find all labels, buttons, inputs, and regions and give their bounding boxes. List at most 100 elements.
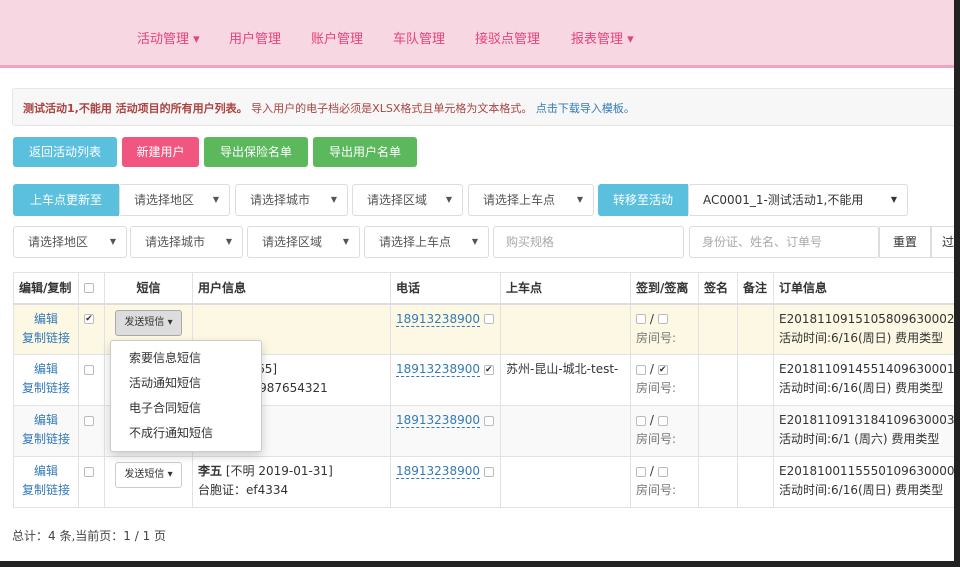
caret-down-icon: ▼ [225,237,232,246]
phone-cell: 18913238900 [390,303,501,355]
edit-link[interactable]: 编辑 [33,362,58,376]
signin-checkbox[interactable] [636,314,646,324]
signout-checkbox[interactable]: ✔ [657,364,668,375]
col-select-all [78,272,105,305]
phone-checkbox[interactable]: ✔ [483,364,494,375]
phone-link[interactable]: 18913238900 [396,311,480,327]
order-time: 活动时间:6/16(周日) 费用类型 [779,381,944,395]
row-checkbox[interactable]: ✔ [84,314,94,324]
filter-region-select[interactable]: 请选择地区 ▼ [13,226,127,258]
district-select[interactable]: 请选择区域 ▼ [352,184,463,216]
signature-cell [698,354,738,406]
col-remark: 备注 [737,272,774,305]
order-cell: E20181109131841096300031 活动时间:6/1 (周六) 费用… [773,405,954,457]
reset-button[interactable]: 重置 [879,226,931,258]
select-value: 请选择区域 [367,193,428,207]
region-select[interactable]: 请选择地区 ▼ [119,184,230,216]
download-template-link[interactable]: 点击下载导入模板。 [535,102,635,115]
nav-users[interactable]: 用户管理 [229,32,282,47]
order-number: E20181109131841096300031 [779,413,954,427]
copy-link[interactable]: 复制链接 [21,330,70,345]
stop-cell [500,456,631,508]
edit-link[interactable]: 编辑 [33,413,58,427]
edit-link[interactable]: 编辑 [33,311,58,326]
phone-checkbox[interactable] [483,466,494,477]
sign-cell: / ✔ 房间号: [630,354,699,406]
new-user-button[interactable]: 新建用户 [122,137,199,167]
top-nav: 活动管理 ▾ 用户管理 账户管理 车队管理 接驳点管理 报表管理 ▾ [0,0,954,68]
menu-item-info-sms[interactable]: 索要信息短信 [129,351,202,365]
copy-link[interactable]: 复制链接 [21,381,70,395]
city-select[interactable]: 请选择城市 ▼ [235,184,348,216]
nav-activity[interactable]: 活动管理 ▾ [137,32,200,47]
select-value: 请选择城市 [250,193,311,207]
menu-item-cancel-sms[interactable]: 不成行通知短信 [129,426,214,440]
order-number: E20181001155501096300003 [779,464,954,478]
filter-button[interactable]: 过 [931,226,954,258]
row-checkbox[interactable] [84,466,94,477]
col-phone: 电话 [390,272,501,305]
select-value: AC0001_1-测试活动1,不能用 [703,193,864,207]
select-value: 请选择城市 [145,235,206,249]
signature-cell [698,456,738,508]
sign-cell: / 房间号: [630,303,699,355]
filter-district-select[interactable]: 请选择区域 ▼ [247,226,360,258]
phone-checkbox[interactable] [483,314,494,324]
menu-item-notice-sms[interactable]: 活动通知短信 [129,376,202,390]
menu-item-contract-sms[interactable]: 电子合同短信 [129,401,202,415]
stop-cell [500,303,631,355]
send-sms-label: 发送短信 [124,316,165,328]
caret-down-icon: ▼ [576,195,583,204]
spec-input[interactable]: 购买规格 [493,226,684,258]
nav-label: 活动管理 [137,32,190,47]
phone-link[interactable]: 18913238900 [396,464,480,479]
row-checkbox[interactable] [84,415,94,426]
nav-accounts[interactable]: 账户管理 [311,32,364,47]
row-checkbox[interactable] [84,364,94,375]
signin-checkbox[interactable] [636,466,646,477]
send-sms-button[interactable]: 发送短信 ▾ [115,462,182,488]
signin-checkbox[interactable] [636,364,646,375]
edit-cell: 编辑 复制链接 [13,303,79,355]
signout-checkbox[interactable] [657,314,668,324]
signout-checkbox[interactable] [657,415,668,426]
select-all-checkbox[interactable] [84,283,94,294]
phone-link[interactable]: 18913238900 [396,362,480,377]
transfer-activity-button[interactable]: 转移至活动 [598,184,688,216]
export-insurance-button[interactable]: 导出保险名单 [204,137,308,167]
filter-stop-select[interactable]: 请选择上车点 ▼ [364,226,489,258]
caret-down-icon: ▼ [471,237,478,246]
edit-cell: 编辑 复制链接 [13,456,79,508]
edit-link[interactable]: 编辑 [33,464,58,478]
stop-cell [500,405,631,457]
update-stop-button[interactable]: 上车点更新至 [13,184,119,216]
signin-checkbox[interactable] [636,415,646,426]
nav-stops[interactable]: 接驳点管理 [475,32,541,47]
copy-link[interactable]: 复制链接 [21,483,70,497]
signout-checkbox[interactable] [657,466,668,477]
phone-checkbox[interactable] [483,415,494,426]
export-users-button[interactable]: 导出用户名单 [313,137,417,167]
search-input[interactable]: 身份证、姓名、订单号 [689,226,879,258]
phone-link[interactable]: 18913238900 [396,413,480,428]
send-sms-button[interactable]: 发送短信 ▾ [115,309,182,336]
user-info-line1: [不明 2019-01-31] [222,464,333,478]
order-number: E20181109151058096300025 [779,311,954,326]
order-time: 活动时间:6/1 (周六) 费用类型 [779,432,940,446]
nav-fleet[interactable]: 车队管理 [393,32,446,47]
room-label: 房间号: [636,483,677,497]
copy-link[interactable]: 复制链接 [21,432,70,446]
order-number: E20181109145514096300019 [779,362,954,376]
select-value: 请选择地区 [134,193,195,207]
back-to-activities-button[interactable]: 返回活动列表 [13,137,117,167]
stop-select[interactable]: 请选择上车点 ▼ [468,184,594,216]
nav-reports[interactable]: 报表管理 ▾ [571,32,634,47]
select-value: 请选择区域 [262,235,323,249]
col-order: 订单信息 [773,272,954,305]
select-cell [78,456,105,508]
phone-cell: 18913238900 [390,456,501,508]
remark-cell [737,405,774,457]
filter-city-select[interactable]: 请选择城市 ▼ [130,226,243,258]
activity-select[interactable]: AC0001_1-测试活动1,不能用 ▼ [688,184,908,216]
caret-down-icon: ▼ [445,195,452,204]
